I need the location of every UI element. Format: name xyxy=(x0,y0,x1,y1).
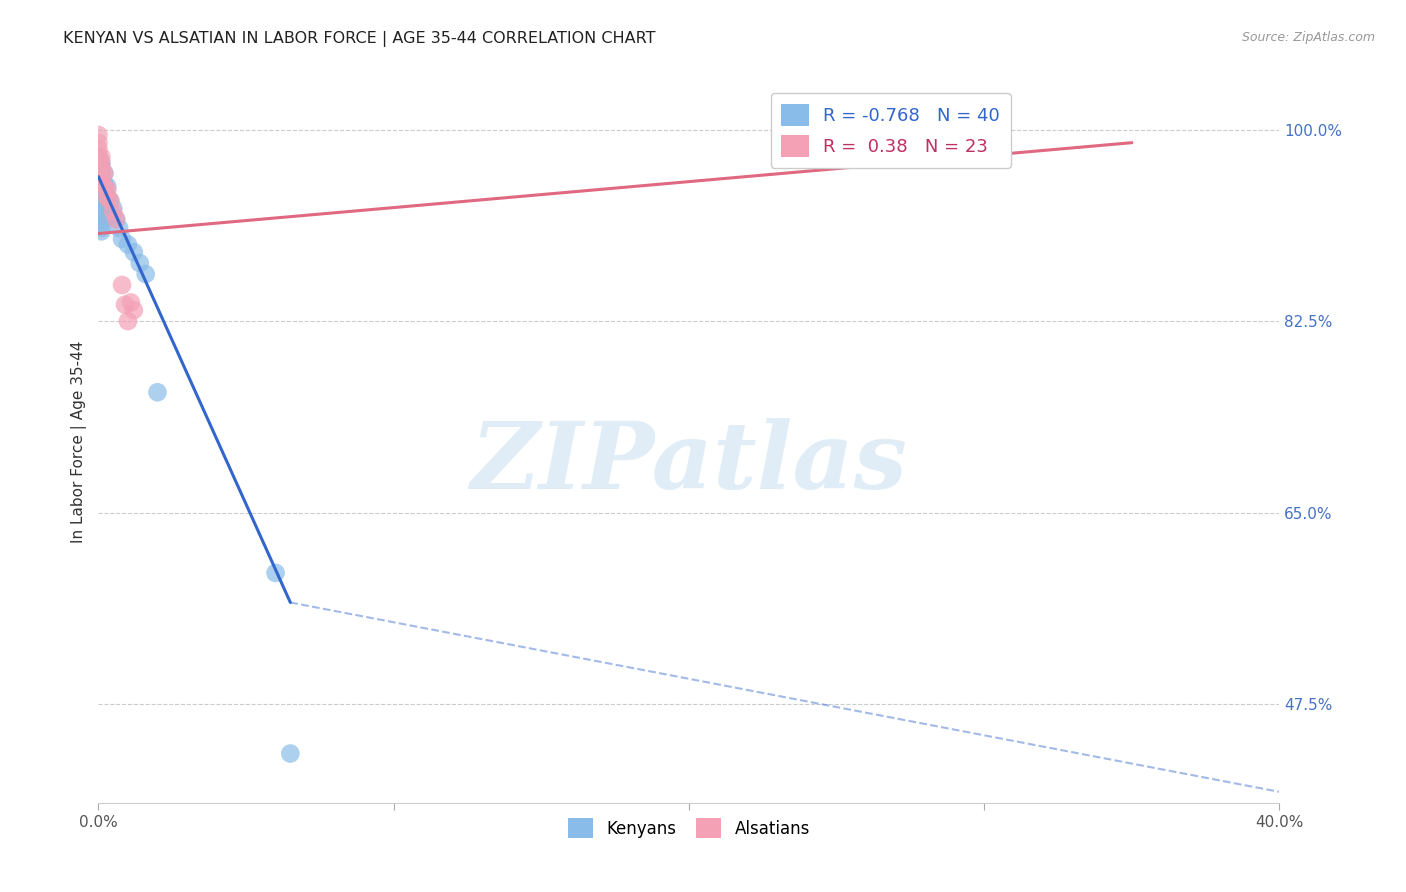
Point xyxy=(98,194,121,208)
Point xyxy=(93,179,115,194)
Point xyxy=(93,166,115,180)
Point xyxy=(87,166,110,180)
Point xyxy=(90,166,112,180)
Point xyxy=(122,245,145,260)
Point xyxy=(90,166,112,180)
Point xyxy=(280,747,302,761)
Point xyxy=(825,131,848,145)
Point xyxy=(96,183,118,197)
Point xyxy=(98,194,121,208)
Point xyxy=(114,298,136,312)
Point xyxy=(87,150,110,164)
Point xyxy=(87,142,110,156)
Text: ZIPatlas: ZIPatlas xyxy=(471,418,907,508)
Point xyxy=(111,232,134,246)
Point xyxy=(96,202,118,216)
Point xyxy=(146,385,169,400)
Point xyxy=(90,210,112,224)
Text: Source: ZipAtlas.com: Source: ZipAtlas.com xyxy=(1241,31,1375,45)
Point xyxy=(117,314,139,328)
Point xyxy=(122,303,145,318)
Point xyxy=(111,277,134,292)
Point xyxy=(90,158,112,172)
Legend: Kenyans, Alsatians: Kenyans, Alsatians xyxy=(561,812,817,845)
Point xyxy=(87,155,110,169)
Point xyxy=(87,150,110,164)
Text: KENYAN VS ALSATIAN IN LABOR FORCE | AGE 35-44 CORRELATION CHART: KENYAN VS ALSATIAN IN LABOR FORCE | AGE … xyxy=(63,31,655,47)
Point xyxy=(90,190,112,204)
Point xyxy=(96,190,118,204)
Point xyxy=(90,224,112,238)
Point xyxy=(93,194,115,208)
Point xyxy=(93,166,115,180)
Point xyxy=(120,295,142,310)
Point xyxy=(264,566,287,580)
Point xyxy=(90,155,112,169)
Point xyxy=(93,210,115,224)
Point xyxy=(90,171,112,186)
Point xyxy=(93,202,115,216)
Point xyxy=(96,179,118,194)
Point xyxy=(87,128,110,142)
Point xyxy=(90,199,112,213)
Y-axis label: In Labor Force | Age 35-44: In Labor Force | Age 35-44 xyxy=(72,341,87,542)
Point xyxy=(128,256,150,270)
Point xyxy=(90,204,112,219)
Point xyxy=(105,212,128,227)
Point xyxy=(103,204,125,219)
Point xyxy=(90,216,112,230)
Point xyxy=(90,194,112,208)
Point xyxy=(90,178,112,192)
Point xyxy=(93,186,115,200)
Point xyxy=(87,158,110,172)
Point xyxy=(93,178,115,192)
Point xyxy=(90,161,112,175)
Point xyxy=(90,186,112,200)
Point xyxy=(973,136,995,150)
Point xyxy=(96,190,118,204)
Point xyxy=(90,175,112,189)
Point xyxy=(90,150,112,164)
Point xyxy=(98,208,121,222)
Point xyxy=(135,267,157,281)
Point xyxy=(87,136,110,150)
Point xyxy=(108,221,131,235)
Point xyxy=(103,202,125,216)
Point xyxy=(105,212,128,227)
Point xyxy=(90,221,112,235)
Point xyxy=(90,179,112,194)
Point xyxy=(117,237,139,252)
